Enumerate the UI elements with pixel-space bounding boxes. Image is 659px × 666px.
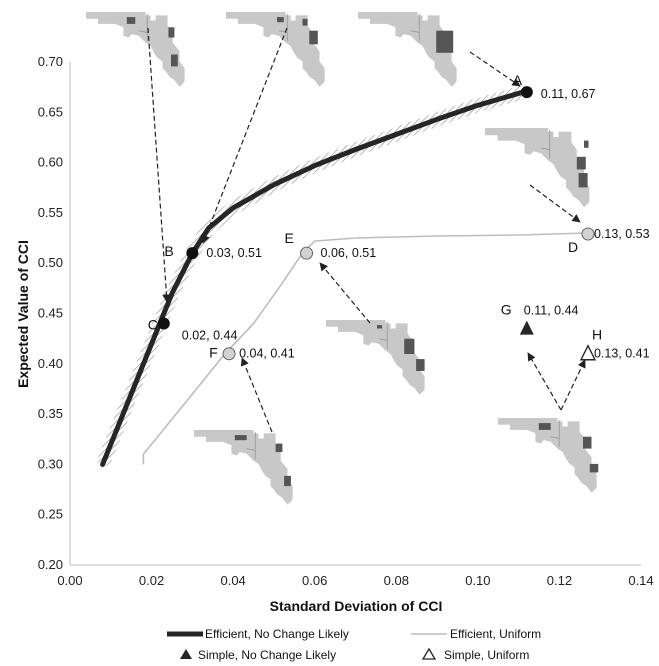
point-c-value: 0.02, 0.44 — [182, 329, 238, 343]
map-thumbnail-f — [193, 429, 293, 506]
map-region — [309, 30, 318, 45]
map-region — [171, 54, 178, 67]
y-tick-labels: 0.20 0.25 0.30 0.35 0.40 0.45 0.50 0.55 0.60 0.65… — [38, 54, 63, 572]
x-tick-label: 0.12 — [547, 573, 572, 588]
map-region — [416, 359, 425, 371]
legend-label-efficient-no-change-likely: Efficient, No Change Likely — [205, 627, 349, 641]
point-h-letter: H — [592, 327, 602, 343]
arrow-to-c — [147, 27, 171, 303]
x-tick-label: 0.08 — [384, 573, 409, 588]
legend: Efficient, No Change Likely Efficient, U… — [167, 627, 541, 662]
point-a-marker — [520, 86, 533, 99]
map-arrows — [147, 27, 586, 433]
x-tick-label: 0.04 — [220, 573, 245, 588]
legend-label-simple-no-change-likely: Simple, No Change Likely — [198, 648, 336, 662]
point-c-letter: C — [148, 317, 158, 333]
legend-label-efficient-uniform: Efficient, Uniform — [450, 627, 541, 641]
point-b-letter: B — [164, 243, 173, 259]
map-region — [589, 463, 599, 473]
y-tick-label: 0.60 — [38, 155, 63, 170]
map-thumbnail-gh — [497, 417, 599, 494]
map-region — [436, 30, 454, 53]
x-tick-label: 0.06 — [302, 573, 327, 588]
x-tick-labels: 0.00 0.02 0.04 0.06 0.08 0.10 0.12 0.14 — [57, 573, 653, 588]
arrow-to-a — [469, 51, 521, 87]
legend-swatch-simple-uniform — [421, 647, 437, 660]
point-f-letter: F — [209, 345, 218, 361]
point-g-letter: G — [501, 302, 512, 318]
point-a-letter: A — [513, 72, 523, 88]
series-line-efficient-no-change-likely — [100, 89, 526, 467]
point-g-value: 0.11, 0.44 — [524, 304, 579, 318]
map-thumbnail-c — [85, 11, 185, 88]
point-f-value: 0.04, 0.41 — [239, 347, 295, 361]
map-region — [284, 475, 291, 487]
point-d-marker — [581, 227, 595, 241]
point-e-value: 0.06, 0.51 — [321, 246, 377, 260]
map-region — [578, 173, 588, 188]
point-e-letter: E — [285, 230, 294, 246]
y-tick-label: 0.20 — [38, 557, 63, 572]
map-region — [538, 423, 551, 430]
point-a-value: 0.11, 0.67 — [541, 87, 596, 101]
x-tick-label: 0.00 — [57, 573, 82, 588]
map-region — [377, 325, 383, 329]
map-thumbnail-e — [325, 319, 425, 396]
map-region — [168, 27, 175, 38]
x-tick-label: 0.02 — [139, 573, 164, 588]
arrow-to-b — [201, 27, 288, 244]
y-tick-label: 0.70 — [38, 54, 63, 69]
y-tick-label: 0.30 — [38, 456, 63, 471]
map-thumbnail-b — [225, 11, 325, 88]
arrow-to-g — [527, 352, 562, 411]
map-region — [277, 17, 284, 23]
x-tick-label: 0.10 — [465, 573, 490, 588]
point-d-letter: D — [568, 239, 578, 255]
arrow-to-f — [240, 357, 273, 433]
map-region — [584, 140, 589, 148]
map-region — [275, 443, 283, 453]
point-f-marker — [222, 347, 236, 361]
point-c-marker — [157, 317, 170, 330]
point-h-value: 0.13, 0.41 — [594, 347, 650, 361]
point-e-marker — [300, 246, 314, 260]
y-tick-label: 0.65 — [38, 104, 63, 119]
map-region — [302, 18, 308, 26]
map-region — [576, 156, 586, 170]
axes — [69, 62, 641, 566]
point-h-marker — [579, 344, 597, 361]
legend-swatch-simple-no-change-likely — [180, 649, 192, 659]
point-g-marker — [519, 320, 534, 335]
map-thumbnail-d — [484, 127, 590, 208]
map-thumbnail-a — [357, 11, 457, 88]
legend-label-simple-uniform: Simple, Uniform — [444, 648, 529, 662]
y-tick-label: 0.35 — [38, 406, 63, 421]
map-region — [234, 435, 247, 441]
labeled-points: A 0.11, 0.67 B 0.03, 0.51 C 0.02, 0.44 D 0.13, … — [148, 72, 650, 361]
arrow-to-e — [319, 262, 371, 324]
y-tick-label: 0.40 — [38, 356, 63, 371]
map-region — [126, 17, 136, 24]
x-tick-label: 0.14 — [628, 573, 653, 588]
point-b-marker — [186, 247, 199, 260]
y-tick-label: 0.25 — [38, 507, 63, 522]
y-tick-label: 0.45 — [38, 306, 63, 321]
y-tick-label: 0.50 — [38, 255, 63, 270]
arrow-to-h — [560, 359, 586, 411]
map-region — [583, 436, 592, 449]
x-axis-title: Standard Deviation of CCI — [270, 598, 443, 614]
series-line-efficient-uniform — [142, 232, 589, 465]
arrow-to-d — [529, 184, 581, 223]
y-axis-title: Expected Value of CCI — [15, 240, 31, 388]
point-d-value: 0.13, 0.53 — [594, 227, 650, 241]
map-region — [404, 338, 415, 354]
point-b-value: 0.03, 0.51 — [206, 246, 262, 260]
y-tick-label: 0.55 — [38, 205, 63, 220]
